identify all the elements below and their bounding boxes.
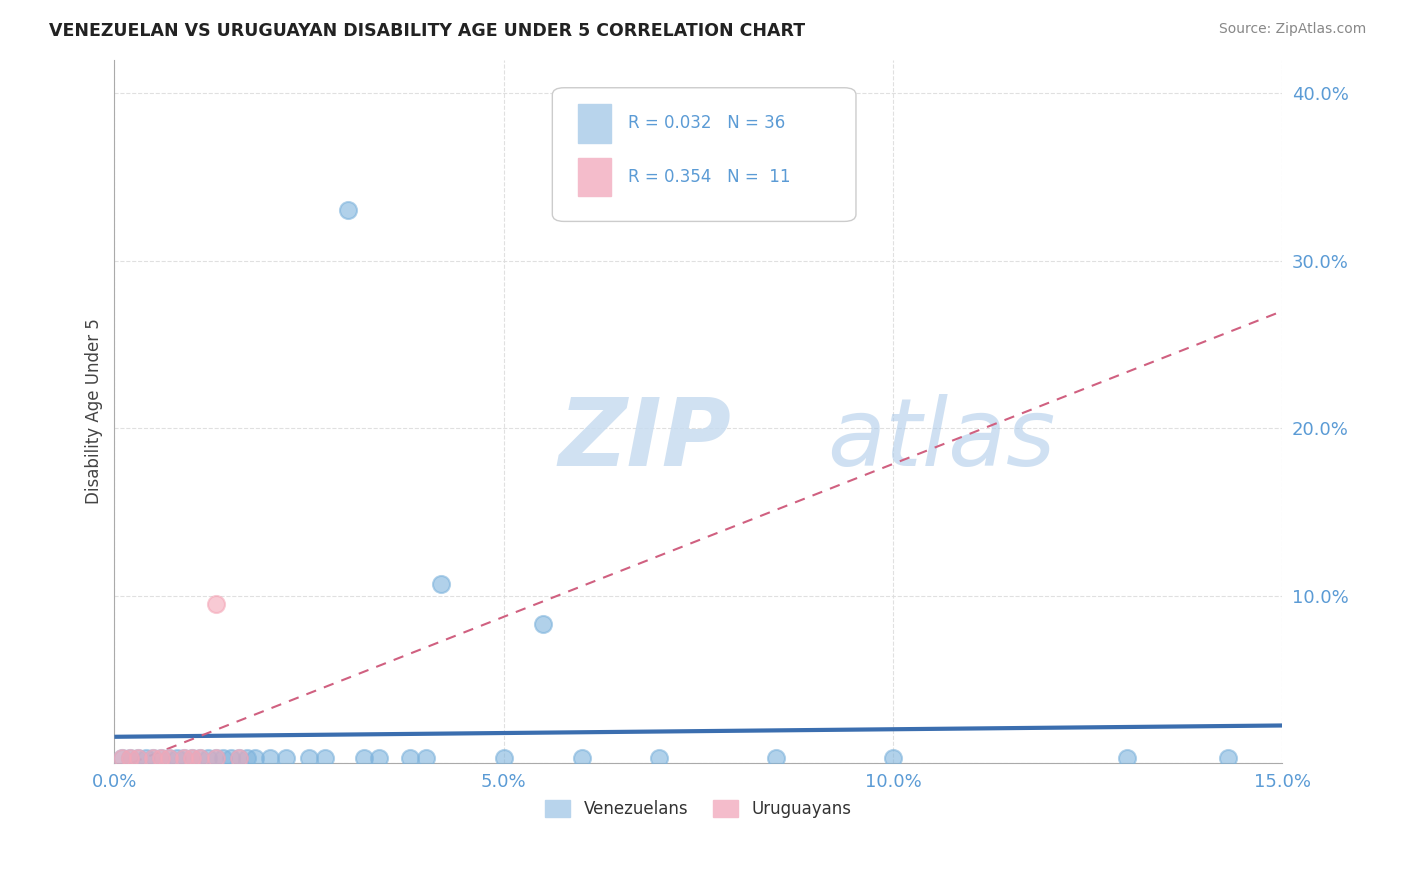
Bar — [578, 158, 610, 196]
Point — [204, 751, 226, 765]
Point — [166, 751, 188, 765]
Point — [298, 751, 321, 765]
Point — [531, 617, 554, 632]
Point — [368, 751, 391, 765]
Point — [236, 751, 259, 765]
Point — [219, 751, 242, 765]
Point — [259, 751, 281, 765]
Point — [173, 751, 195, 765]
Point — [111, 751, 134, 765]
Point — [204, 751, 226, 765]
Point — [430, 577, 453, 591]
Text: Source: ZipAtlas.com: Source: ZipAtlas.com — [1219, 22, 1367, 37]
Point — [188, 751, 211, 765]
Point — [765, 751, 787, 765]
Point — [173, 751, 195, 765]
Point — [118, 751, 141, 765]
Point — [142, 751, 165, 765]
Point — [157, 751, 180, 765]
Y-axis label: Disability Age Under 5: Disability Age Under 5 — [86, 318, 103, 504]
Point — [1216, 751, 1239, 765]
Point — [127, 751, 149, 765]
Text: R = 0.032   N = 36: R = 0.032 N = 36 — [628, 114, 786, 132]
Point — [135, 751, 157, 765]
Text: R = 0.354   N =  11: R = 0.354 N = 11 — [628, 168, 790, 186]
Point — [150, 751, 173, 765]
Point — [188, 751, 211, 765]
Point — [212, 751, 235, 765]
Point — [228, 751, 250, 765]
Point — [181, 751, 204, 765]
Text: VENEZUELAN VS URUGUAYAN DISABILITY AGE UNDER 5 CORRELATION CHART: VENEZUELAN VS URUGUAYAN DISABILITY AGE U… — [49, 22, 806, 40]
Point — [336, 203, 359, 218]
Point — [142, 751, 165, 765]
Point — [243, 751, 266, 765]
Point — [157, 751, 180, 765]
Bar — [578, 104, 610, 143]
FancyBboxPatch shape — [553, 87, 856, 221]
Point — [1115, 751, 1137, 765]
Point — [399, 751, 422, 765]
Point — [111, 751, 134, 765]
Point — [571, 751, 593, 765]
Point — [882, 751, 904, 765]
Point — [274, 751, 297, 765]
Point — [150, 751, 173, 765]
Point — [204, 597, 226, 611]
Point — [228, 751, 250, 765]
Point — [197, 751, 219, 765]
Text: atlas: atlas — [827, 394, 1054, 485]
Text: ZIP: ZIP — [558, 393, 731, 485]
Point — [118, 751, 141, 765]
Point — [181, 751, 204, 765]
Point — [314, 751, 336, 765]
Point — [353, 751, 375, 765]
Point — [415, 751, 437, 765]
Point — [648, 751, 671, 765]
Point — [492, 751, 515, 765]
Point — [127, 751, 149, 765]
Legend: Venezuelans, Uruguayans: Venezuelans, Uruguayans — [538, 794, 858, 825]
